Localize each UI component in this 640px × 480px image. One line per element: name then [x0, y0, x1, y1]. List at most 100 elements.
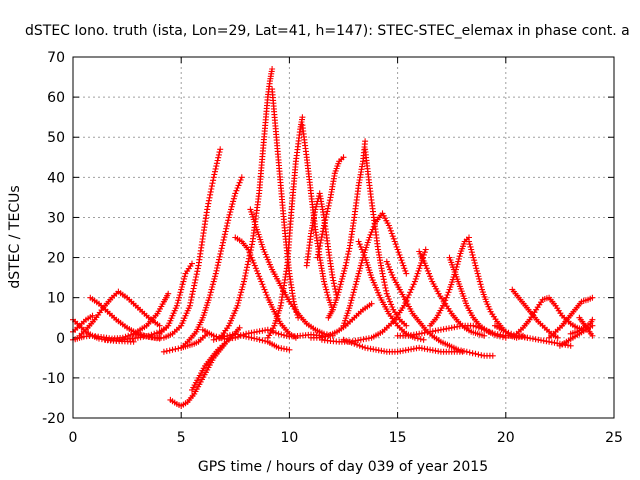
data-point [444, 292, 451, 298]
y-tick-label: 40 [47, 170, 65, 186]
data-point [454, 261, 461, 268]
data-point [466, 241, 473, 248]
data-point [250, 216, 257, 223]
data-point [349, 292, 356, 298]
series-18 [264, 114, 306, 341]
data-point [194, 268, 201, 275]
data-point [175, 345, 182, 352]
data-point [387, 227, 394, 234]
data-point [403, 270, 410, 277]
data-point [312, 206, 319, 213]
data-point [316, 242, 323, 249]
data-point [156, 322, 163, 329]
data-point [241, 275, 248, 282]
series-7 [156, 260, 195, 337]
data-point [471, 259, 478, 266]
data-point [174, 300, 181, 306]
data-point [286, 346, 293, 353]
data-point [374, 287, 380, 294]
data-point [341, 267, 348, 274]
data-point [351, 340, 358, 347]
data-point [442, 297, 449, 304]
data-point [402, 267, 409, 274]
data-point [228, 203, 235, 210]
data-point [186, 302, 193, 309]
data-point [456, 253, 463, 260]
data-point [227, 209, 234, 216]
data-point [379, 270, 386, 277]
data-point [325, 202, 332, 209]
series-37 [513, 294, 587, 337]
data-point [411, 278, 418, 285]
data-point [389, 271, 396, 278]
data-point [589, 332, 596, 339]
data-point [250, 259, 257, 266]
data-point [357, 265, 364, 272]
data-point [441, 300, 448, 306]
data-point [160, 348, 167, 355]
data-point [453, 266, 459, 273]
data-point [222, 228, 229, 235]
data-point [176, 294, 182, 301]
data-point [217, 250, 224, 257]
data-point [324, 292, 331, 298]
data-point [470, 254, 477, 261]
data-point [256, 273, 263, 280]
data-point [235, 182, 242, 189]
data-point [208, 186, 215, 192]
data-point [204, 206, 211, 213]
data-point [212, 168, 218, 175]
data-point [194, 265, 201, 272]
data-point [401, 265, 408, 272]
data-point [321, 281, 328, 288]
data-point [253, 267, 260, 274]
data-point [357, 243, 364, 250]
data-point [239, 284, 246, 290]
data-point [238, 174, 245, 181]
data-point [238, 289, 245, 296]
series-line [79, 290, 161, 337]
data-point [589, 294, 596, 301]
series-22 [308, 300, 375, 341]
data-point [448, 324, 455, 331]
data-point [354, 273, 361, 280]
data-point [397, 254, 404, 261]
data-point [230, 198, 237, 205]
data-point [264, 326, 271, 333]
data-point [354, 275, 361, 282]
data-point [417, 262, 424, 269]
data-point [187, 299, 194, 306]
series-33 [427, 234, 472, 329]
data-point [477, 281, 484, 288]
data-point [358, 246, 365, 253]
data-point [345, 338, 352, 345]
data-point [218, 248, 224, 255]
data-point [403, 322, 410, 329]
data-point [173, 302, 180, 309]
data-point [256, 336, 263, 343]
data-point [394, 246, 401, 253]
data-point [411, 334, 418, 341]
data-point [179, 281, 186, 288]
data-point [223, 225, 230, 232]
data-point [329, 274, 336, 281]
data-point [336, 284, 343, 290]
series-28 [340, 336, 466, 355]
data-point [399, 259, 406, 266]
data-point [347, 302, 353, 309]
data-point [347, 300, 354, 306]
x-tick-labels: 0 5 10 15 20 25 [69, 430, 623, 446]
data-point [357, 262, 364, 269]
data-point [214, 265, 221, 271]
data-point [345, 251, 352, 258]
data-point [388, 269, 395, 276]
data-point [233, 187, 240, 194]
x-tick-label: 25 [605, 430, 623, 446]
data-point [238, 286, 245, 293]
y-tick-label: 60 [47, 90, 65, 106]
data-point [245, 334, 252, 341]
data-point [215, 151, 222, 158]
data-point [243, 267, 250, 274]
data-point [315, 248, 322, 255]
